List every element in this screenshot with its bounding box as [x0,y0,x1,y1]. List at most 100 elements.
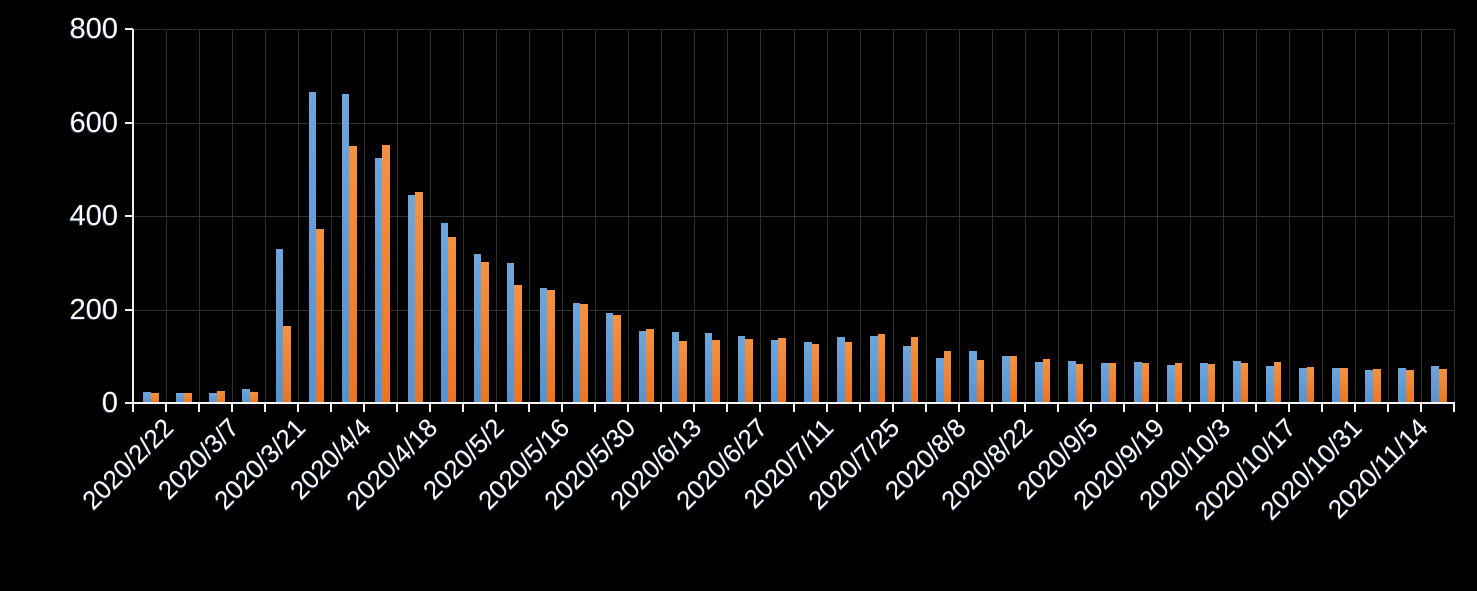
y-axis-tick-label: 0 [101,387,118,419]
bar-series-1-blue [341,94,350,403]
x-axis-tick [363,403,366,412]
gridline-vertical [397,29,399,403]
bar-series-1-blue [836,336,845,403]
gridline-vertical [793,29,795,403]
gridline-vertical [199,29,201,403]
bar-series-1-blue [605,313,614,403]
bar-series-2-orange [844,341,853,403]
gridline-vertical [430,29,432,403]
x-axis-tick [264,403,267,412]
gridline-vertical [1387,29,1389,403]
y-axis-tick-label: 800 [69,13,118,45]
x-axis-tick [891,403,894,412]
gridline-vertical [595,29,597,403]
bar-series-2-orange [976,359,985,403]
gridline-vertical [166,29,168,403]
bar-series-1-blue [143,391,151,403]
y-axis-tick-label: 200 [69,293,118,326]
x-axis-tick [330,403,333,412]
bar-series-2-orange [217,391,225,403]
bar-series-1-blue [1035,362,1043,403]
bar-series-1-blue [176,393,185,403]
x-axis-tick [726,403,729,412]
bar-series-2-orange [250,391,258,403]
bar-series-2-orange [1405,370,1414,403]
y-axis-tick-label: 400 [69,200,118,232]
bar-series-2-orange [448,237,456,403]
gridline-vertical [727,29,729,403]
bar-series-2-orange [184,393,192,403]
x-axis-tick [165,403,168,412]
gridline-vertical [925,29,927,403]
bar-series-1-blue [704,333,713,403]
bar-series-2-orange [481,262,489,403]
bar-series-1-blue [1167,364,1175,403]
y-axis-tick [125,215,133,217]
gridline-vertical [1222,29,1224,403]
bar-series-2-orange [745,339,754,403]
bar-series-1-blue [969,350,977,403]
x-axis-tick [1188,403,1191,412]
bar-series-1-blue [1431,365,1439,403]
gridline-vertical [562,29,564,403]
bar-series-1-blue [671,331,680,403]
gridline-vertical [1420,29,1422,403]
x-axis-tick [1320,403,1323,412]
bar-series-1-blue [1233,360,1241,403]
bar-series-1-blue [1332,368,1340,403]
bar-series-2-orange [1273,361,1282,403]
x-axis-tick [1089,403,1092,412]
gridline-vertical [958,29,960,403]
bar-series-2-orange [811,343,820,403]
bar-series-2-orange [415,191,423,403]
bar-series-2-orange [778,338,787,403]
gridline-vertical [1255,29,1257,403]
x-axis-tick [1287,403,1290,412]
bar-series-2-orange [1174,363,1183,403]
bar-series-1-blue [638,330,647,403]
bar-series-1-blue [1068,361,1076,403]
bar-series-2-orange [1009,355,1018,403]
bar-series-2-orange [547,289,555,403]
x-axis-tick [858,403,861,412]
x-axis-tick [528,403,531,412]
bar-series-1-blue [242,388,251,403]
bar-series-2-orange [316,229,324,403]
bar-series-2-orange [646,329,654,403]
x-axis-tick [198,403,201,412]
y-axis-tick [125,402,133,404]
bar-series-2-orange [679,341,687,403]
x-axis-tick [660,403,663,412]
bar-series-1-blue [572,302,581,403]
gridline-vertical [991,29,993,403]
x-axis-tick [495,403,498,412]
gridline-vertical [1156,29,1158,403]
gridline-vertical [1189,29,1191,403]
gridline-vertical [1454,29,1455,403]
x-axis-tick [990,403,993,412]
bar-series-1-blue [473,253,482,403]
bar-series-2-orange [877,334,886,403]
x-axis-tick [1155,403,1158,412]
x-axis-tick [132,403,134,412]
gridline-vertical [298,29,300,403]
x-axis-tick [1056,403,1059,412]
gridline-vertical [760,29,762,403]
x-axis-tick [1353,403,1356,412]
x-axis-tick [1023,403,1026,412]
gridline-vertical [1354,29,1356,403]
gridline-vertical [628,29,630,403]
bar-series-2-orange [283,325,291,403]
bar-series-2-orange [1141,363,1150,403]
bar-series-1-blue [737,335,746,403]
bar-series-1-blue [440,222,449,403]
x-axis-tick [231,403,234,412]
bar-series-1-blue [936,357,944,403]
bar-series-2-orange [1306,367,1315,403]
y-axis-tick [125,121,133,124]
bar-series-2-orange [943,350,952,403]
y-axis-line [132,29,134,404]
bar-series-2-orange [1108,363,1117,403]
gridline-vertical [331,29,333,403]
